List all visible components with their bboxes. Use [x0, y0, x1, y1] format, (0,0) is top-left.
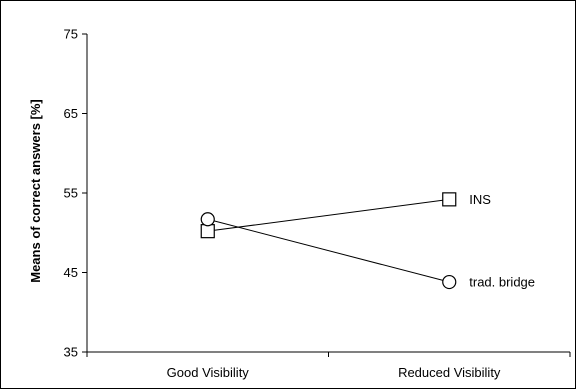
data-point-circle	[442, 274, 457, 290]
data-point-circle	[200, 212, 215, 227]
series-line-ins	[207, 198, 450, 232]
data-point-square	[200, 224, 215, 239]
x-tick-label: Good Visibility	[167, 365, 250, 380]
y-ticks: 35 45 55 65 75	[64, 27, 87, 360]
series-label-ins: INS	[469, 192, 491, 207]
series-line-trad-bridge	[207, 218, 450, 283]
series-trad-bridge: trad. bridge	[200, 212, 535, 290]
y-tick-label: 75	[64, 27, 78, 42]
y-tick-label: 65	[64, 106, 78, 121]
x-tick-label: Reduced Visibility	[398, 365, 501, 380]
y-tick-label: 55	[64, 186, 78, 201]
x-ticks: Good Visibility Reduced Visibility	[86, 352, 571, 380]
y-tick-label: 35	[64, 345, 78, 360]
series-group: INS trad. bridge	[200, 192, 535, 290]
series-label-trad-bridge: trad. bridge	[469, 275, 535, 290]
series-ins: INS	[200, 192, 491, 239]
data-point-square	[442, 192, 457, 207]
y-axis-title: Means of correct answers [%]	[28, 99, 43, 283]
y-tick-label: 45	[64, 265, 78, 280]
